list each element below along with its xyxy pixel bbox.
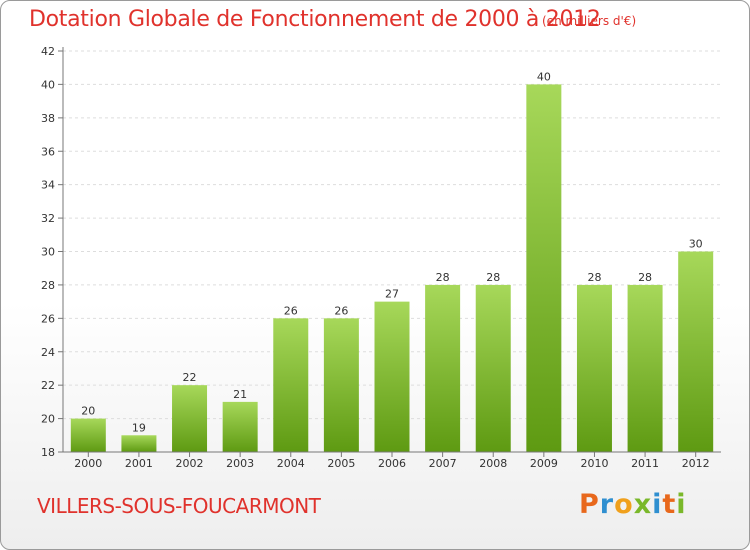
chart-subtitle: (en milliers d'€) <box>542 14 637 28</box>
bar-value-label: 19 <box>132 421 146 434</box>
bar <box>273 318 309 452</box>
y-tick-label: 42 <box>41 45 55 58</box>
logo-letter: i <box>676 489 687 520</box>
bar-value-label: 21 <box>233 388 247 401</box>
bar-value-label: 28 <box>436 271 450 284</box>
bar <box>374 301 410 452</box>
x-tick-label: 2001 <box>125 457 153 470</box>
y-tick-label: 24 <box>41 346 55 359</box>
y-tick-label: 38 <box>41 112 55 125</box>
bar-value-label: 26 <box>334 304 348 317</box>
bar <box>222 401 258 452</box>
logo-letter: x <box>633 489 653 520</box>
logo-letter: r <box>599 489 615 520</box>
bar-value-label: 27 <box>385 288 399 301</box>
proxiti-logo[interactable]: Proxiti <box>579 489 687 520</box>
x-tick-label: 2007 <box>429 457 457 470</box>
bar <box>425 284 461 452</box>
bar-value-label: 28 <box>486 271 500 284</box>
bar <box>172 385 208 452</box>
x-tick-label: 2008 <box>479 457 507 470</box>
y-tick-label: 32 <box>41 212 55 225</box>
bar <box>526 84 562 453</box>
y-tick-label: 18 <box>41 446 55 459</box>
bar <box>475 284 511 452</box>
y-tick-label: 30 <box>41 246 55 259</box>
chart-title: Dotation Globale de Fonctionnement de 20… <box>29 7 601 32</box>
x-tick-label: 2004 <box>277 457 305 470</box>
x-tick-label: 2005 <box>327 457 355 470</box>
bar-value-label: 20 <box>81 405 95 418</box>
x-tick-label: 2010 <box>580 457 608 470</box>
logo-letter: o <box>614 489 634 520</box>
logo-letter: P <box>579 489 600 520</box>
y-tick-label: 22 <box>41 379 55 392</box>
bar-value-label: 28 <box>638 271 652 284</box>
axis-layer: 18 20 22 24 26 28 30 32 34 36 38 40 42 2000 2001 2002 20… <box>41 45 721 470</box>
bar <box>627 284 663 452</box>
x-tick-label: 2000 <box>74 457 102 470</box>
bar-value-label: 26 <box>284 304 298 317</box>
bar-value-label: 30 <box>689 238 703 251</box>
bar <box>121 435 157 452</box>
logo-letter: t <box>662 489 677 520</box>
y-tick-label: 26 <box>41 312 55 325</box>
logo-letter: i <box>652 489 663 520</box>
bar <box>323 318 359 452</box>
x-tick-label: 2012 <box>682 457 710 470</box>
bar-value-label: 40 <box>537 70 551 83</box>
y-tick-label: 34 <box>41 179 55 192</box>
bar-value-label: 22 <box>183 371 197 384</box>
y-tick-label: 36 <box>41 145 55 158</box>
x-tick-label: 2009 <box>530 457 558 470</box>
y-tick-label: 28 <box>41 279 55 292</box>
commune-name: VILLERS-SOUS-FOUCARMONT <box>37 494 321 518</box>
bar <box>576 284 612 452</box>
x-tick-label: 2006 <box>378 457 406 470</box>
y-tick-label: 20 <box>41 413 55 426</box>
x-tick-label: 2002 <box>176 457 204 470</box>
bar <box>70 418 106 452</box>
x-tick-label: 2011 <box>631 457 659 470</box>
bar-value-label: 28 <box>587 271 601 284</box>
bar <box>678 251 714 452</box>
bar-layer: 20 19 22 21 26 26 27 28 28 40 28 28 30 <box>70 70 714 453</box>
x-tick-label: 2003 <box>226 457 254 470</box>
y-tick-label: 40 <box>41 78 55 91</box>
